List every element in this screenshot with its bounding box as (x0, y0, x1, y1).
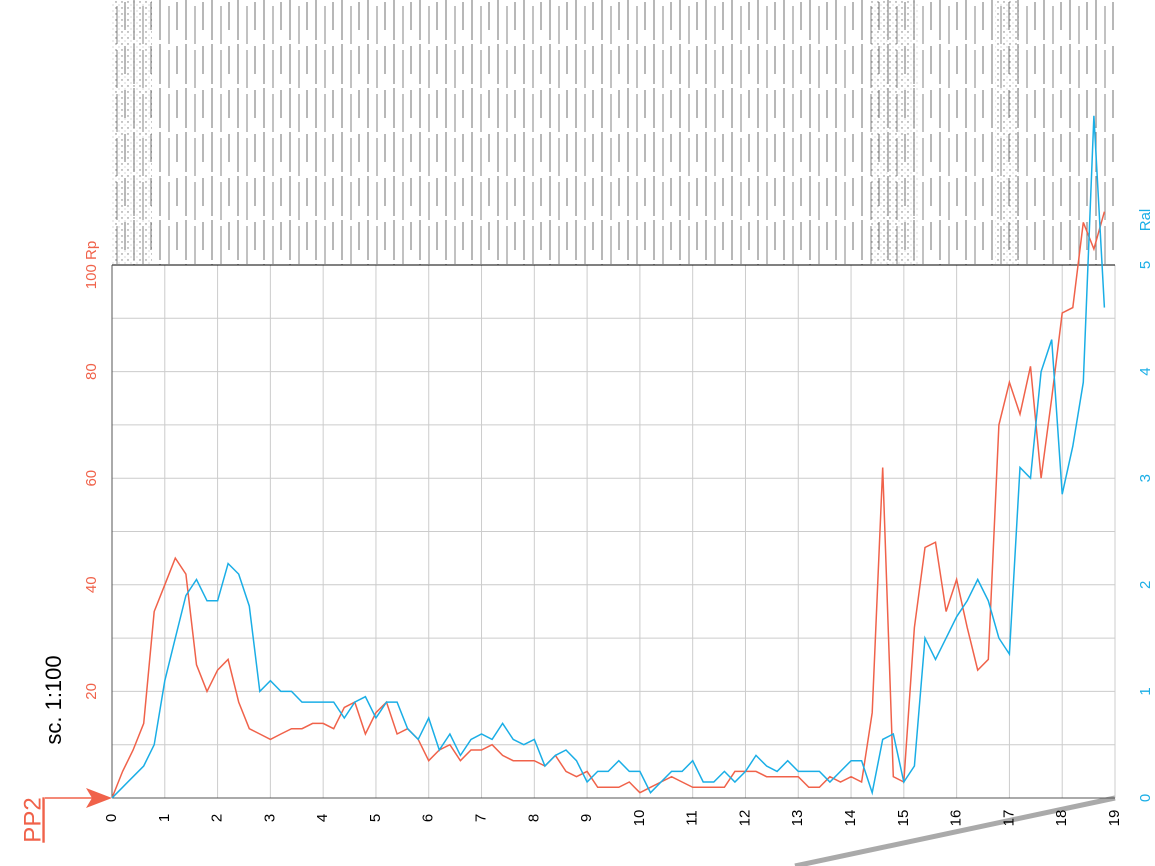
x-tick-label: 7 (472, 814, 489, 822)
y2-tick-label: 1 (1137, 687, 1154, 695)
y-tick-label: 80 (83, 363, 100, 380)
y-tick-label: 20 (83, 683, 100, 700)
y-tick-label: 100 Rp (83, 241, 100, 289)
x-tick-label: 9 (578, 814, 595, 822)
x-tick-label: 4 (314, 814, 331, 822)
series-line (111, 211, 1106, 799)
y2-axis-label: Ral (1137, 209, 1154, 232)
x-tick-label: 15 (895, 810, 912, 827)
x-tick-label: 10 (631, 810, 648, 827)
log-band (112, 0, 1115, 265)
y-tick-label: 40 (83, 576, 100, 593)
x-tick-label: 2 (209, 814, 226, 822)
base-line (794, 795, 1116, 866)
point-label: PP2 (19, 797, 46, 842)
y2-tick-label: 4 (1137, 367, 1154, 375)
y2-tick-label: 0 (1137, 794, 1154, 802)
x-tick-label: 0 (103, 814, 120, 822)
y-tick-label: 60 (83, 470, 100, 487)
scale-label: sc. 1:100 (41, 655, 66, 744)
x-tick-label: 19 (1106, 810, 1123, 827)
y2-tick-label: 5 (1137, 261, 1154, 269)
x-tick-label: 13 (789, 810, 806, 827)
point-arrow (45, 788, 112, 808)
y2-tick-label: 3 (1137, 474, 1154, 482)
x-tick-label: 18 (1053, 810, 1070, 827)
x-tick-label: 14 (842, 810, 859, 827)
x-tick-label: 8 (525, 814, 542, 822)
x-tick-label: 5 (367, 814, 384, 822)
x-tick-label: 17 (1000, 810, 1017, 827)
x-tick-label: 12 (736, 810, 753, 827)
x-tick-label: 16 (948, 810, 965, 827)
x-tick-label: 1 (156, 814, 173, 822)
x-tick-label: 3 (261, 814, 278, 822)
x-tick-label: 11 (684, 810, 701, 826)
series-line (111, 115, 1106, 799)
y2-tick-label: 2 (1137, 581, 1154, 589)
x-tick-label: 6 (420, 814, 437, 822)
